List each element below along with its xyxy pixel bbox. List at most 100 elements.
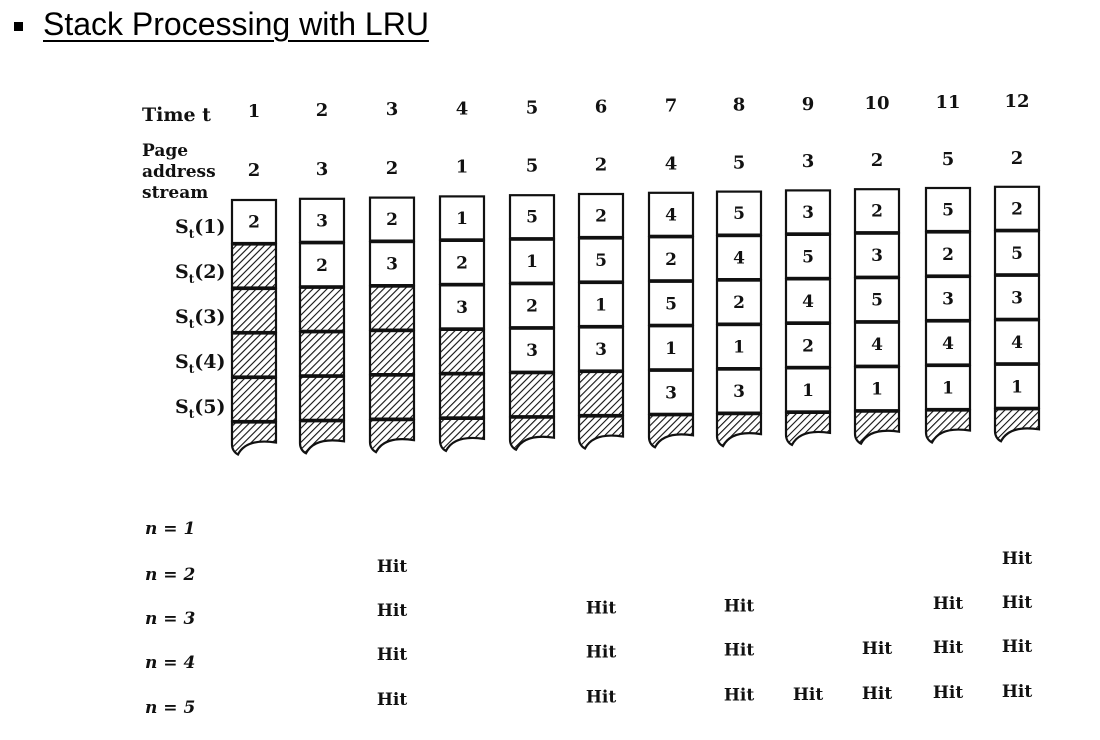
hit-row-label: n = 4 [145, 653, 195, 673]
stack-cell-value: 2 [526, 297, 538, 317]
page-title: Stack Processing with LRU [43, 5, 429, 42]
stack-cell [715, 190, 763, 236]
stack-tail [853, 410, 901, 446]
time-value: 8 [733, 95, 746, 116]
page-stream-value: 2 [871, 150, 884, 171]
stack-cell-value: 3 [1011, 288, 1023, 308]
stack-cell-value: 5 [1011, 244, 1023, 264]
stack-tail [508, 416, 556, 452]
hit-mark: Hit [862, 639, 893, 659]
stack-cell [784, 322, 832, 368]
stack-tail [647, 414, 695, 449]
stack-cell-value: 1 [526, 252, 538, 272]
stack-cell [853, 366, 901, 412]
hit-mark: Hit [724, 686, 755, 706]
stack-cell-value: 1 [1011, 377, 1023, 397]
stack-tail [298, 420, 346, 455]
stack-column: 5 2 3 4 1 [924, 186, 972, 444]
stack-column: 1 2 3 [438, 195, 486, 453]
stack-cell-value: 5 [733, 204, 745, 224]
time-value: 10 [864, 93, 889, 114]
stack-cell-value: 5 [665, 294, 677, 314]
hit-table: n = 1 n = 2 Hit Hit n = 3 Hit Hit Hit Hit Hit n = … [145, 519, 1032, 718]
stack-cell-value: 2 [248, 213, 260, 233]
empty-stack-cell [577, 370, 625, 417]
hit-mark: Hit [1002, 549, 1033, 569]
time-value: 12 [1004, 91, 1029, 112]
stack-cell [647, 236, 695, 282]
stack-cell [853, 188, 901, 234]
stack-cell-value: 1 [733, 338, 745, 358]
hit-mark: Hit [724, 641, 755, 661]
hit-mark: Hit [377, 601, 408, 621]
page-stream-value: 3 [316, 159, 329, 180]
stack-cell [924, 186, 972, 233]
stack-cell [715, 235, 763, 281]
page-label-line2: address [142, 162, 216, 182]
time-value: 6 [595, 97, 608, 118]
stack-cell-value: 1 [665, 339, 677, 359]
stack-cell [784, 189, 832, 235]
time-value: 5 [526, 97, 539, 118]
stack-tail [438, 417, 486, 453]
stack-cell [715, 368, 763, 414]
stack-cell [438, 284, 486, 330]
page-label-line1: Page [142, 141, 188, 161]
page-stream-value: 2 [1011, 148, 1024, 169]
stack-cell [577, 281, 625, 328]
stack-cell-value: 3 [316, 211, 328, 231]
stack-cell-value: 1 [802, 381, 814, 401]
stack-cell [577, 192, 625, 239]
empty-stack-cell [298, 286, 346, 332]
stack-cell-value: 1 [595, 296, 607, 316]
stack-column: 5 1 2 3 [508, 194, 556, 452]
page-stream-value: 5 [526, 156, 539, 177]
stack-cell [647, 191, 695, 237]
stack-cell-value: 2 [595, 207, 607, 227]
hit-mark: Hit [793, 685, 824, 705]
stack-tail [230, 421, 278, 456]
stack-cell-value: 3 [871, 246, 883, 266]
hit-mark: Hit [586, 688, 617, 708]
stack-column: 23 [368, 196, 416, 454]
stack-cell [853, 232, 901, 278]
empty-stack-cell [438, 373, 486, 419]
stack-cell [715, 324, 763, 370]
hit-row-label: n = 1 [145, 519, 195, 539]
stack-position-labels: St(1) St(2) St(3) St(4) St(5) [175, 216, 225, 421]
stack-cell [993, 274, 1041, 320]
hit-mark: Hit [933, 683, 964, 703]
stack-column: 4 2 5 1 3 [647, 191, 695, 449]
stack-tail [715, 413, 763, 448]
time-row: 1 2 3 4 5 6 7 8 9 10 11 12 [248, 91, 1030, 122]
stack-cell [993, 319, 1041, 365]
stack-cell-value: 2 [802, 336, 814, 356]
stack-tail [924, 409, 972, 444]
time-value: 4 [456, 98, 469, 119]
page-stream-value: 5 [733, 152, 746, 173]
stack-tail [577, 415, 625, 450]
page-stream-value: 4 [665, 153, 678, 174]
time-value: 9 [802, 94, 815, 115]
time-value: 1 [248, 101, 261, 122]
stack-cell-value: 2 [386, 210, 398, 230]
stack-cell [647, 280, 695, 326]
stack-label-1: St(1) [175, 216, 225, 241]
hit-row-label: n = 5 [145, 698, 195, 718]
empty-stack-cell [368, 374, 416, 420]
stack-cell [647, 369, 695, 415]
stack-cell-value: 5 [871, 291, 883, 311]
title-row: Stack Processing with LRU [14, 2, 429, 46]
stack-label-5: St(5) [175, 396, 225, 421]
hit-row-label: n = 3 [145, 609, 195, 629]
stack-cell-value: 2 [456, 253, 468, 273]
stack-column: 5 4 2 1 3 [715, 190, 763, 448]
stack-cell-value: 5 [526, 208, 538, 228]
stack-tail [784, 411, 832, 447]
hit-mark: Hit [377, 690, 408, 710]
stack-cell-value: 4 [871, 335, 883, 355]
page-stream-value: 3 [802, 151, 815, 172]
stack-cell [298, 197, 346, 243]
stack-column: 32 [298, 197, 346, 455]
stack-cell-value: 3 [386, 255, 398, 275]
